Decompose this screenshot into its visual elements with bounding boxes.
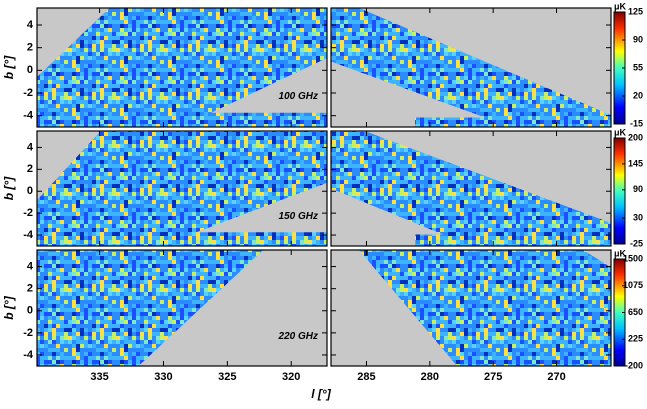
sky-patch: [37, 8, 327, 127]
colorbar-tick-label: -25: [630, 238, 643, 248]
panel-frame: [330, 249, 612, 367]
x-tick-label: 270: [547, 371, 565, 383]
x-tick-label: 280: [421, 371, 439, 383]
panel-frame: [36, 249, 328, 367]
colorbar-tick-label: 650: [628, 307, 643, 317]
colorbar-unit: μK: [614, 1, 627, 11]
y-tick-label: 2: [27, 42, 33, 54]
x-tick-label: 330: [154, 371, 172, 383]
y-tick-label: -4: [23, 349, 34, 361]
colorbar-tick-label: -15: [630, 118, 643, 128]
y-tick-label: -2: [23, 327, 33, 339]
x-tick-label: 275: [484, 371, 502, 383]
colorbar-tick-label: 90: [633, 34, 643, 44]
panel-frame: [36, 7, 328, 128]
colorbar-tick-label: 1075: [623, 280, 643, 290]
colorbar-tick-label: 20: [633, 90, 643, 100]
y-axis-label: b [°]: [2, 176, 16, 200]
x-axis-label: l [°]: [311, 387, 331, 401]
y-axis-label: b [°]: [2, 295, 16, 319]
colorbar-tick-label: -200: [625, 360, 643, 370]
y-tick-label: 2: [27, 283, 33, 295]
panel-frame: [330, 7, 612, 128]
y-tick-label: 2: [27, 163, 33, 175]
sky-patch: [37, 250, 264, 366]
colorbar-unit: μK: [614, 248, 627, 258]
y-tick-label: -4: [23, 110, 34, 122]
colorbar-tick-label: 1500: [623, 253, 643, 263]
frequency-label: 220 GHz: [278, 331, 318, 342]
colorbar-tick-label: 200: [628, 132, 643, 142]
y-tick-label: 4: [27, 19, 34, 31]
colorbar-unit: μK: [614, 127, 627, 137]
panel-frame: [36, 130, 328, 247]
y-tick-label: 0: [27, 305, 33, 317]
y-tick-label: 4: [27, 260, 34, 272]
colorbar-tick-label: 145: [628, 158, 643, 168]
y-axis-label: b [°]: [2, 55, 16, 79]
sky-patch: [331, 8, 611, 127]
x-tick-label: 285: [357, 371, 375, 383]
frequency-label: 150 GHz: [279, 211, 318, 222]
sky-patch: [37, 131, 327, 246]
y-tick-label: 4: [27, 141, 34, 153]
frequency-label: 100 GHz: [279, 91, 318, 102]
y-tick-label: -4: [23, 229, 34, 241]
x-tick-label: 325: [218, 371, 236, 383]
y-tick-label: 0: [27, 185, 33, 197]
y-tick-label: -2: [23, 207, 33, 219]
colorbar-tick-label: 225: [628, 334, 643, 344]
colorbar-tick-label: 125: [628, 6, 643, 16]
y-tick-label: 0: [27, 64, 33, 76]
sky-patch: [331, 131, 611, 246]
y-tick-label: -2: [23, 87, 33, 99]
colorbar: [613, 137, 626, 245]
x-tick-label: 335: [90, 371, 108, 383]
colorbar-tick-label: 90: [633, 184, 643, 194]
colorbar-tick-label: 30: [633, 212, 643, 222]
colorbar-tick-label: 55: [633, 62, 643, 72]
x-tick-label: 320: [282, 371, 300, 383]
sky-patch: [359, 250, 611, 366]
panel-frame: [330, 130, 612, 247]
